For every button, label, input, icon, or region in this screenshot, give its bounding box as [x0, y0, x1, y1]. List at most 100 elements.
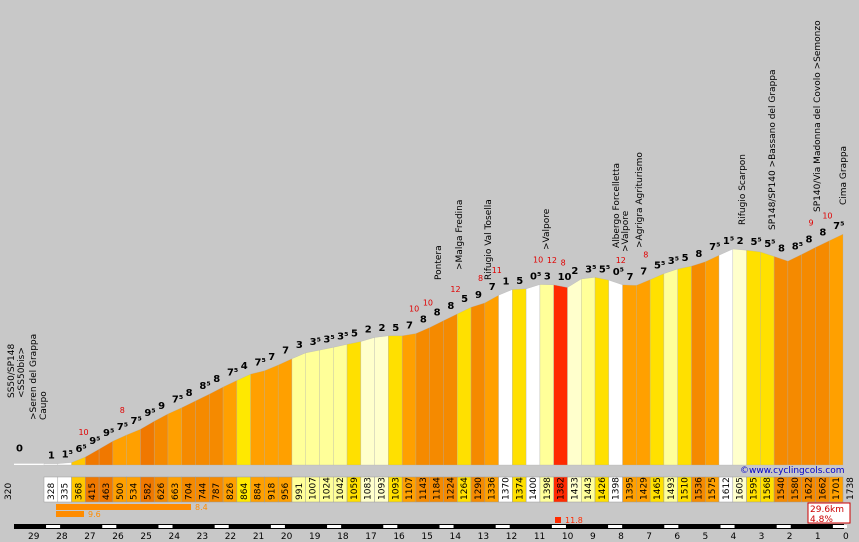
altitude-label: 1083 — [364, 477, 374, 500]
gradient-label: 3⁵ — [668, 256, 679, 267]
altitude-label: 1007 — [309, 477, 319, 500]
gradient-label: 7⁵ — [833, 221, 844, 232]
gradient-label: 5⁵ — [654, 261, 665, 272]
gradient-label: 5 — [682, 253, 689, 264]
waypoint-label: >Valpore — [621, 210, 631, 252]
profile-segment — [140, 420, 155, 466]
max-gradient-bar — [56, 504, 191, 510]
km-label: 11 — [534, 532, 545, 542]
profile-segment — [663, 268, 678, 466]
km-label: 21 — [253, 532, 264, 542]
profile-segment — [415, 327, 430, 466]
altitude-label: 744 — [198, 483, 208, 500]
profile-segment — [539, 284, 554, 466]
profile-segment — [112, 434, 127, 466]
max-gradient-bar — [56, 511, 84, 517]
km-tick — [298, 525, 314, 528]
gradient-label: 8 — [434, 308, 441, 319]
max-gradient-label: 10 — [78, 428, 88, 437]
gradient-label: 7⁵ — [227, 367, 238, 378]
gradient-label: 5 — [392, 323, 399, 334]
gradient-label: 9⁵ — [103, 428, 114, 439]
profile-segments — [14, 233, 844, 466]
altitude-label: 1465 — [653, 477, 663, 500]
gradient-label: 7⁵ — [255, 358, 266, 369]
altitude-label: 1510 — [681, 477, 691, 500]
km-tick — [102, 525, 117, 528]
km-label: 20 — [281, 532, 293, 542]
max-gradient-label: 10 — [533, 255, 543, 264]
altitude-label: 1042 — [336, 477, 346, 500]
waypoint-label: SS50/SP148 — [7, 343, 17, 398]
profile-segment — [429, 320, 444, 466]
gradient-label: 4 — [241, 361, 248, 372]
gradient-label: 1⁵ — [723, 236, 734, 247]
gradient-label: 2 — [571, 266, 578, 277]
waypoint-label: >Malga Fredina — [455, 200, 465, 270]
max-gradient-label: 8 — [478, 274, 483, 283]
profile-segment — [333, 344, 348, 466]
gradient-label: 8 — [420, 314, 427, 325]
gradient-label: 1⁵ — [62, 449, 73, 460]
altitude-label: 1605 — [736, 477, 746, 500]
waypoint-label: <SS50bis> — [17, 347, 27, 398]
gradient-label: 9⁵ — [89, 436, 100, 447]
km-tick — [74, 525, 89, 528]
profile-segment — [829, 233, 844, 466]
altitude-label: 1024 — [322, 477, 332, 500]
max-gradient-label: 11 — [492, 266, 502, 275]
altitude-label: 328 — [47, 483, 57, 500]
gradient-label: 9 — [158, 401, 165, 412]
km-tick — [579, 525, 595, 528]
max-gradient-bar-label: 9.6 — [88, 510, 101, 519]
gradient-label: 8⁵ — [199, 381, 210, 392]
km-label: 12 — [506, 532, 517, 542]
max-gradient-label: 12 — [616, 256, 626, 265]
profile-segment — [443, 313, 458, 466]
altitude-label: 1059 — [350, 477, 360, 500]
waypoint-label: >Agrigra Agriturismo — [635, 152, 645, 248]
profile-segment — [278, 358, 293, 466]
gradient-label: 7 — [268, 352, 275, 363]
altitude-label: 1568 — [763, 477, 773, 500]
profile-segment — [222, 380, 238, 466]
profile-segment — [167, 407, 182, 466]
waypoint-label: >Seren del Grappa — [29, 334, 39, 420]
total-distance: 29.6km — [810, 505, 844, 515]
gradient-label: 7⁵ — [709, 242, 720, 253]
km-tick — [158, 525, 173, 528]
waypoint-label: SP148/SP140 >Bassano del Grappa — [768, 70, 778, 230]
gradient-label: 9 — [475, 290, 482, 301]
altitude-label: 534 — [130, 483, 140, 500]
km-tick — [383, 525, 398, 528]
profile-segment — [209, 386, 224, 466]
km-tick — [720, 525, 735, 528]
km-tick — [214, 525, 229, 528]
waypoint-label: Cima Grappa — [839, 146, 849, 205]
profile-segment — [608, 279, 623, 466]
gradient-label: 7 — [282, 346, 289, 357]
gradient-label: 3⁵ — [585, 264, 596, 275]
km-label: 8 — [618, 532, 624, 542]
km-label: 22 — [225, 532, 236, 542]
km-tick — [523, 525, 538, 528]
km-label: 24 — [169, 532, 181, 542]
altitude-label: 1433 — [570, 477, 580, 500]
altitude-label: 1575 — [708, 477, 718, 500]
altitude-label: 1107 — [405, 477, 415, 500]
start-altitude-label: 320 — [4, 483, 14, 500]
km-label: 3 — [759, 532, 765, 542]
max-gradient-label: 8 — [643, 251, 648, 260]
km-tick — [832, 525, 847, 528]
altitude-label: 626 — [157, 483, 167, 500]
profile-segment — [402, 333, 417, 466]
altitude-label: 918 — [267, 483, 277, 500]
km-label: 13 — [478, 532, 489, 542]
altitude-label: 1143 — [419, 477, 429, 500]
average-gradient: 4.8% — [810, 515, 833, 525]
waypoint-label: Rifugio Scarpon — [738, 154, 748, 225]
altitude-label: 1224 — [446, 477, 456, 500]
km-label: 25 — [140, 532, 151, 542]
waypoint-label: Albergo Forcelletta — [612, 163, 622, 248]
